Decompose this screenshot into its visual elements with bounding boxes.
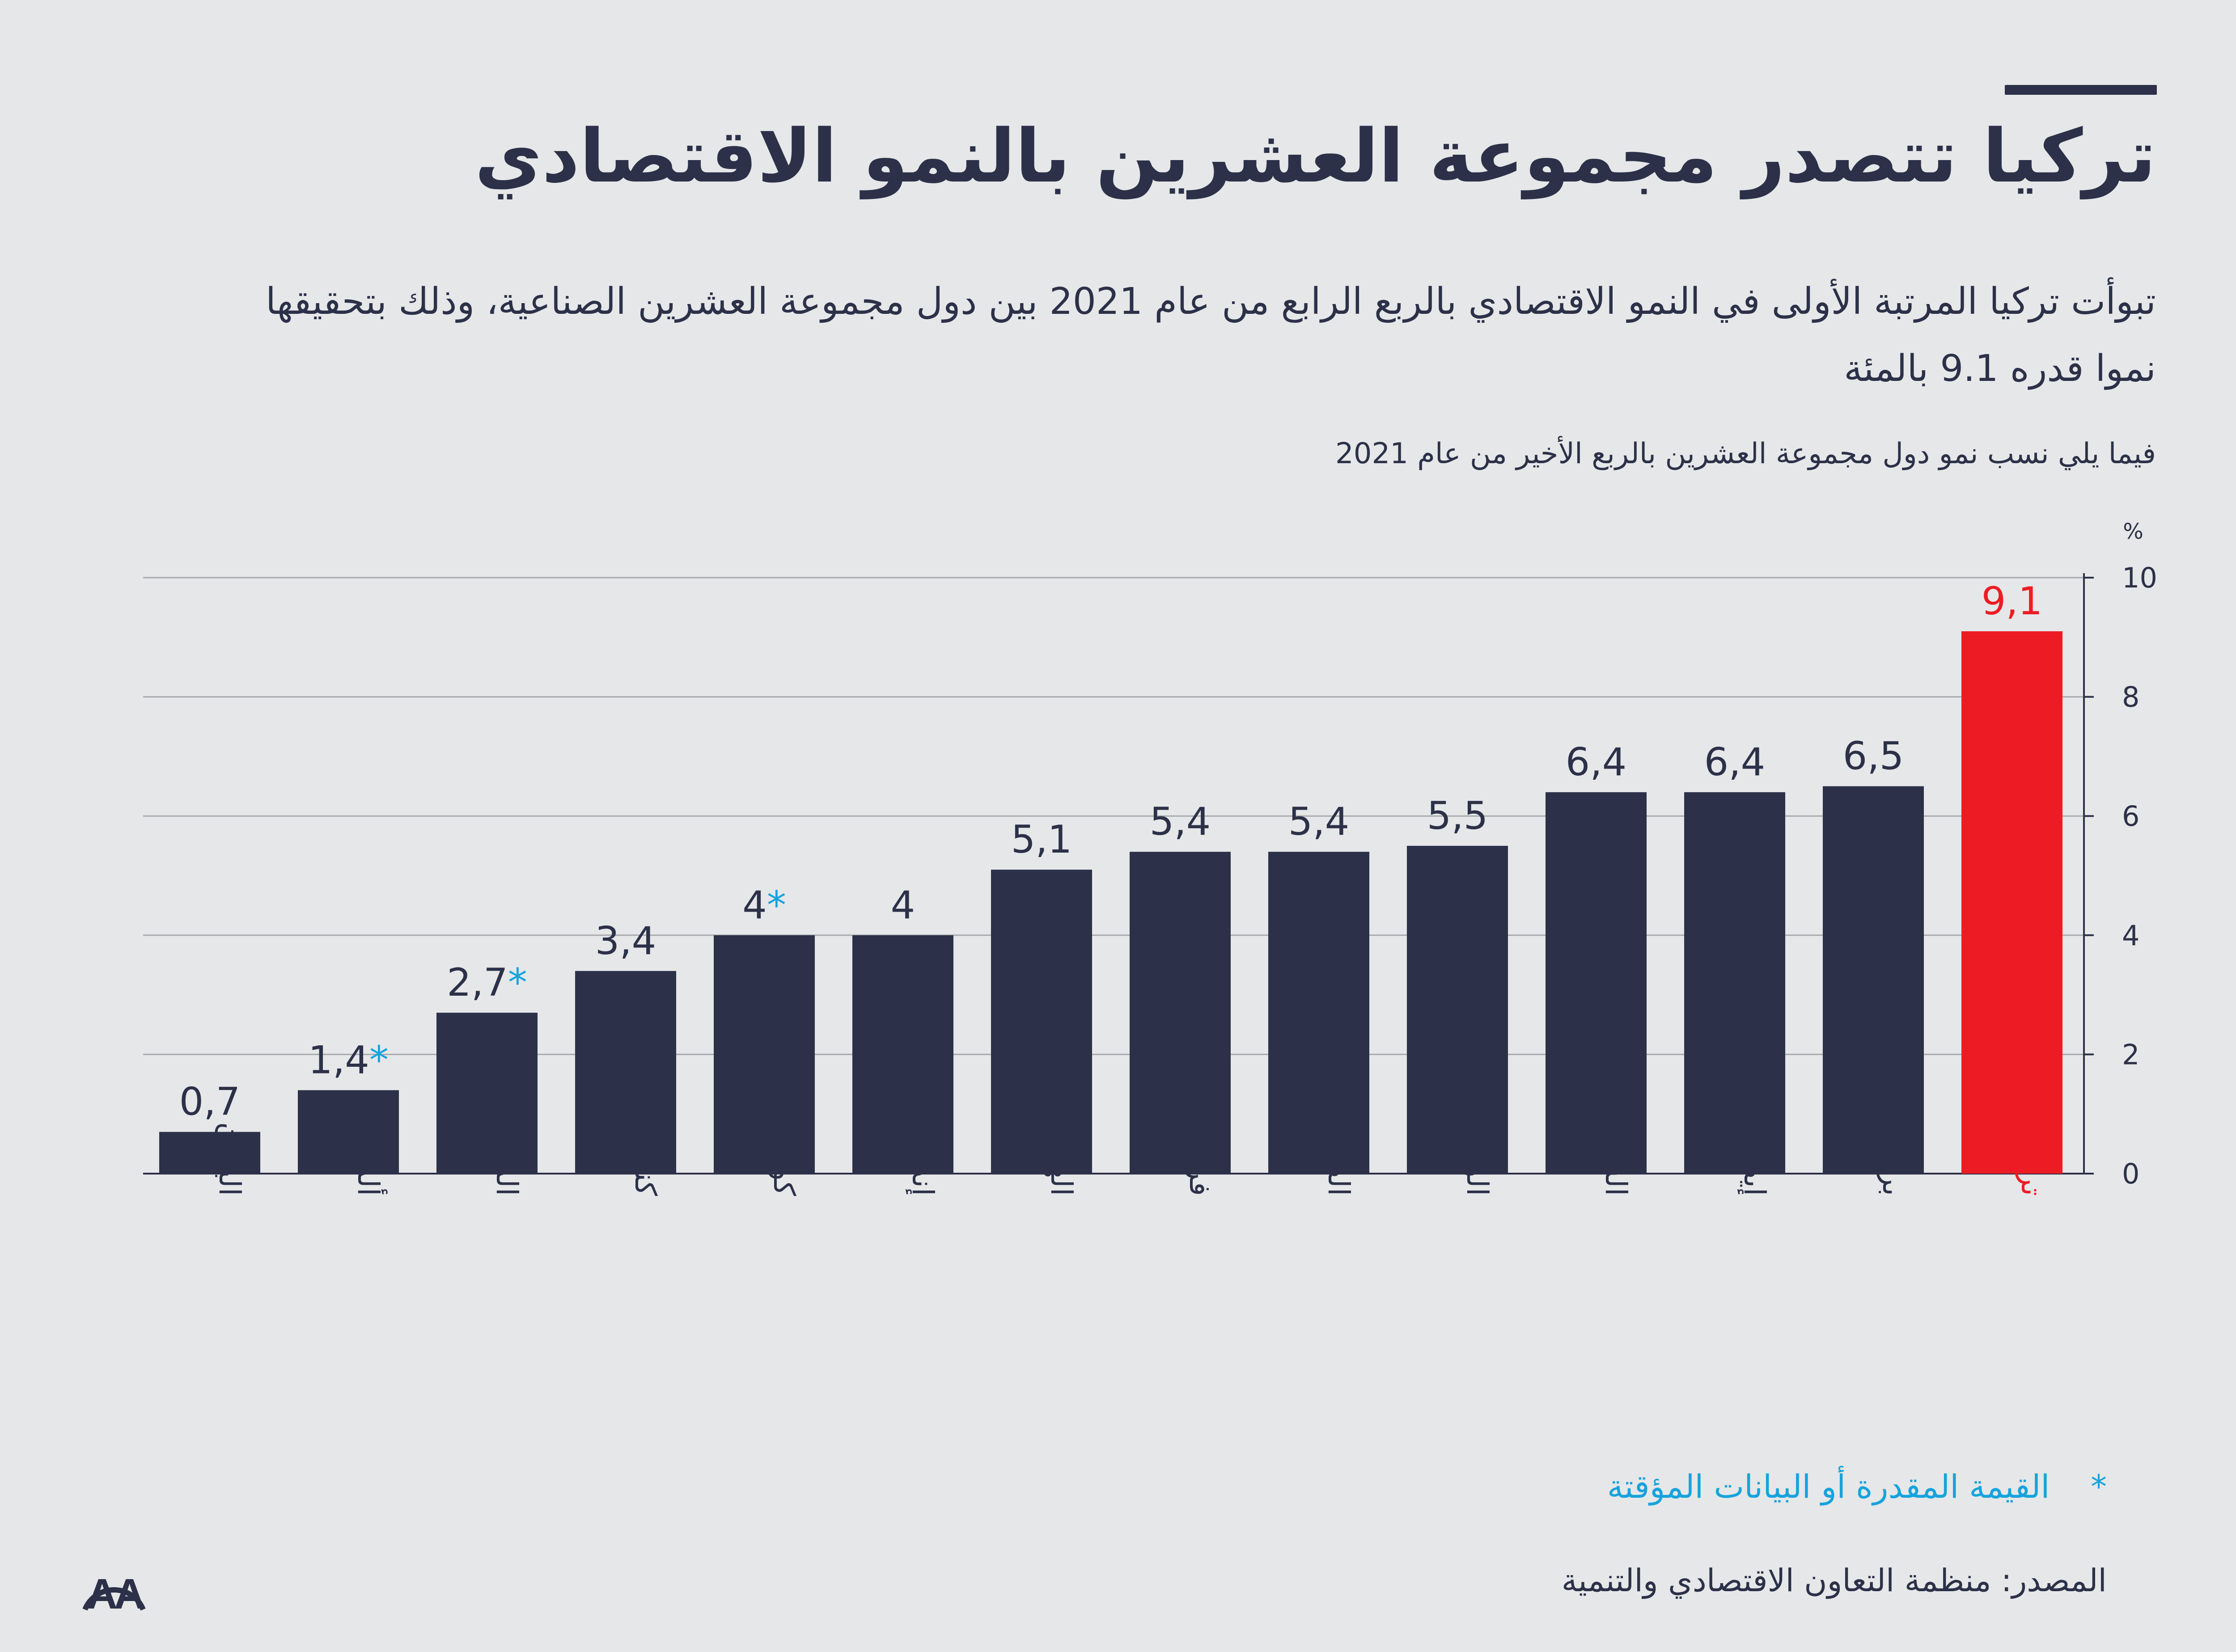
legend-asterisk: *	[2091, 1468, 2107, 1505]
data-label: 5,5	[1427, 794, 1488, 838]
bar	[1546, 792, 1647, 1174]
data-label: 6,5	[1843, 734, 1904, 779]
category-label: ألمانيا	[351, 1127, 388, 1196]
page-title: تركيا تتصدر مجموعة العشرين بالنمو الاقتص…	[474, 114, 2156, 199]
data-label: 0,7	[179, 1080, 241, 1124]
bar	[436, 1013, 538, 1174]
y-tick-label: 2	[2122, 1038, 2139, 1071]
category-label: إندونيسيا	[905, 1089, 940, 1196]
source-note: المصدر: منظمة التعاون الاقتصادي والتنمية	[1561, 1562, 2107, 1599]
category-label: الولايات المتحدة	[1460, 999, 1495, 1196]
bar	[991, 870, 1092, 1174]
category-label: فرنسا	[1183, 1122, 1217, 1196]
bar	[159, 1132, 260, 1174]
category-label: الهند	[1044, 1141, 1079, 1196]
y-tick-label: 10	[2122, 562, 2157, 594]
data-label: 5,4	[1150, 799, 1211, 844]
legend-text: القيمة المقدرة أو البيانات المؤقتة	[1607, 1468, 2050, 1505]
aa-logo: AA	[82, 1570, 148, 1618]
bar	[298, 1090, 399, 1174]
legend: * القيمة المقدرة أو البيانات المؤقتة	[944, 1462, 2107, 1511]
logo-text: AA	[87, 1570, 144, 1618]
data-label: 1,4*	[308, 1038, 389, 1082]
category-label: بريطانيا	[1876, 1104, 1910, 1196]
bar	[1130, 852, 1231, 1174]
category-label: اليابان	[212, 1122, 247, 1196]
category-label: كوريا الجنوبية	[767, 1032, 801, 1196]
category-label: السعودية	[1599, 1086, 1633, 1196]
data-label: 6,4	[1566, 740, 1627, 785]
bar	[852, 935, 953, 1174]
chart-note: فيما يلي نسب نمو دول مجموعة العشرين بالر…	[1335, 437, 2156, 470]
category-label: تركيا	[2015, 1140, 2049, 1196]
data-label: 3,4	[595, 919, 656, 963]
data-label: 5,4	[1288, 799, 1350, 844]
bar	[1961, 631, 2062, 1174]
y-tick-label: 4	[2122, 919, 2139, 952]
bar	[1407, 845, 1508, 1174]
bar	[714, 935, 815, 1174]
data-label: 4	[891, 883, 915, 928]
y-tick-label: 8	[2122, 681, 2139, 714]
category-label: إيطاليا	[1737, 1120, 1772, 1196]
data-label: 4*	[742, 883, 786, 928]
y-tick-label: 6	[2122, 800, 2139, 832]
bar	[1823, 786, 1924, 1174]
category-label: كندا	[628, 1149, 663, 1196]
data-label: 5,1	[1011, 817, 1072, 862]
data-label: 6,4	[1704, 740, 1766, 785]
category-label: المكسيك	[490, 1086, 524, 1196]
y-unit-label: %	[2123, 519, 2143, 544]
data-label: 9,1	[1982, 579, 2043, 624]
category-label: الصين	[1321, 1122, 1356, 1196]
bar	[1684, 792, 1785, 1174]
page-subtitle: تبوأت تركيا المرتبة الأولى في النمو الاق…	[266, 280, 2156, 390]
data-label: 2,7*	[447, 960, 527, 1005]
y-tick-label: 0	[2122, 1158, 2139, 1190]
bar	[1268, 852, 1369, 1174]
top-accent-rule	[2005, 85, 2157, 95]
bar	[575, 971, 676, 1174]
